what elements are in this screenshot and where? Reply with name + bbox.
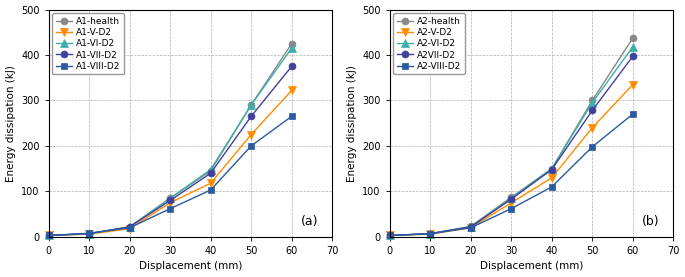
A1-health — [85, 232, 93, 235]
A2-V-D2 — [426, 232, 434, 236]
Line: A2VII-D2: A2VII-D2 — [386, 53, 636, 239]
A2VII-D2 — [629, 55, 637, 58]
A1-VII-D2 — [247, 115, 256, 118]
A2-V-D2 — [386, 234, 394, 237]
A2-VIII-D2 — [507, 207, 515, 210]
A1-VI-D2 — [45, 234, 53, 237]
A2-VI-D2 — [426, 232, 434, 235]
A1-V-D2 — [125, 227, 134, 230]
A2VII-D2 — [426, 232, 434, 235]
A2VII-D2 — [588, 109, 597, 112]
Line: A1-VI-D2: A1-VI-D2 — [45, 44, 296, 240]
A1-health — [247, 103, 256, 107]
A1-VIII-D2 — [247, 144, 256, 148]
A2-VI-D2 — [629, 45, 637, 48]
A1-health — [288, 42, 296, 45]
A1-health — [166, 197, 174, 200]
A1-V-D2 — [247, 133, 256, 136]
A1-VI-D2 — [166, 197, 174, 200]
A1-VII-D2 — [125, 225, 134, 229]
A1-VII-D2 — [166, 199, 174, 202]
A1-V-D2 — [85, 232, 93, 236]
A2-health — [466, 225, 475, 228]
A1-VI-D2 — [247, 103, 256, 107]
A1-VI-D2 — [85, 232, 93, 235]
A1-VI-D2 — [288, 47, 296, 50]
A1-VIII-D2 — [85, 232, 93, 235]
A2-VI-D2 — [507, 197, 515, 200]
A2-VIII-D2 — [588, 145, 597, 148]
A2-VI-D2 — [466, 225, 475, 229]
A2-VIII-D2 — [466, 226, 475, 229]
A1-VI-D2 — [125, 225, 134, 229]
A2-VIII-D2 — [547, 185, 556, 189]
A1-V-D2 — [288, 89, 296, 92]
Line: A2-health: A2-health — [386, 35, 636, 239]
Y-axis label: Energy dissipation (kJ): Energy dissipation (kJ) — [347, 65, 357, 182]
A2-V-D2 — [629, 83, 637, 86]
A2-VIII-D2 — [629, 112, 637, 116]
A2-VIII-D2 — [386, 234, 394, 237]
A1-VI-D2 — [207, 168, 215, 171]
Y-axis label: Energy dissipation (kJ): Energy dissipation (kJ) — [5, 65, 16, 182]
A2-VI-D2 — [547, 167, 556, 170]
Legend: A1-health, A1-V-D2, A1-VI-D2, A1-VII-D2, A1-VIII-D2: A1-health, A1-V-D2, A1-VI-D2, A1-VII-D2,… — [52, 13, 124, 75]
A2-VIII-D2 — [426, 232, 434, 235]
A2-health — [588, 99, 597, 102]
A1-health — [207, 169, 215, 173]
A2-VI-D2 — [588, 101, 597, 104]
Text: (b): (b) — [642, 215, 660, 228]
Line: A1-VII-D2: A1-VII-D2 — [45, 63, 295, 239]
A1-health — [125, 225, 134, 229]
A2-health — [507, 196, 515, 199]
Line: A2-V-D2: A2-V-D2 — [386, 80, 637, 240]
Line: A2-VI-D2: A2-VI-D2 — [386, 43, 637, 240]
A2-V-D2 — [466, 226, 475, 229]
A2-health — [547, 167, 556, 170]
A1-V-D2 — [166, 201, 174, 204]
A1-VII-D2 — [207, 171, 215, 175]
A2VII-D2 — [547, 168, 556, 171]
Text: (a): (a) — [301, 215, 319, 228]
A1-V-D2 — [207, 181, 215, 185]
A2-VI-D2 — [386, 234, 394, 237]
A1-VIII-D2 — [45, 234, 53, 237]
A2VII-D2 — [386, 234, 394, 237]
Legend: A2-health, A2-V-D2, A2-VI-D2, A2VII-D2, A2-VIII-D2: A2-health, A2-V-D2, A2-VI-D2, A2VII-D2, … — [393, 13, 464, 75]
A1-VII-D2 — [288, 65, 296, 68]
A2-health — [386, 234, 394, 237]
A1-V-D2 — [45, 234, 53, 237]
A1-VII-D2 — [85, 232, 93, 235]
A1-health — [45, 234, 53, 237]
A1-VII-D2 — [45, 234, 53, 237]
A1-VIII-D2 — [125, 226, 134, 229]
A2-health — [426, 232, 434, 235]
A1-VIII-D2 — [166, 207, 174, 210]
Line: A1-VIII-D2: A1-VIII-D2 — [45, 113, 295, 239]
A2VII-D2 — [507, 198, 515, 201]
A2-health — [629, 37, 637, 40]
A2-V-D2 — [588, 126, 597, 129]
A2-V-D2 — [547, 176, 556, 179]
A1-VIII-D2 — [288, 115, 296, 118]
X-axis label: Displacement (mm): Displacement (mm) — [479, 261, 583, 271]
A1-VIII-D2 — [207, 188, 215, 192]
Line: A2-VIII-D2: A2-VIII-D2 — [386, 111, 636, 239]
A2VII-D2 — [466, 225, 475, 229]
X-axis label: Displacement (mm): Displacement (mm) — [138, 261, 242, 271]
A2-V-D2 — [507, 201, 515, 204]
Line: A1-V-D2: A1-V-D2 — [45, 86, 296, 240]
Line: A1-health: A1-health — [45, 40, 295, 239]
